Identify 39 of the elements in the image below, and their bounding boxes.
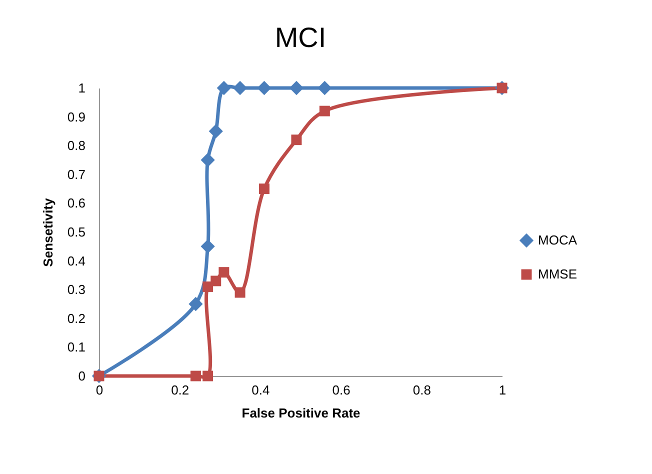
point [319,106,330,116]
point [318,80,332,96]
x-tick-label: 0.4 [252,382,270,398]
point [258,184,270,194]
chart-title: MCI [274,22,326,53]
point [202,370,214,382]
x-tick-label: 0.6 [332,382,350,398]
point [218,267,230,278]
y-tick-label: 0.1 [67,340,86,355]
point [289,80,304,96]
point [216,80,231,96]
point [190,370,201,382]
point [188,296,203,312]
x-tick-label: 0.8 [412,382,431,398]
y-tick-label: 0.6 [67,196,86,211]
y-tick-label: 0.3 [67,282,86,298]
x-tick-label: 1 [498,382,506,398]
point [200,239,215,254]
point [291,134,302,146]
legend-label: MMSE [538,266,578,282]
point [234,287,246,298]
point [210,276,222,286]
y-axis-title: Sensetivity [40,197,56,267]
y-tick-label: 0.5 [67,224,86,240]
point [232,80,248,96]
legend-label: MOCA [538,232,578,248]
x-axis-title: False Positive Rate [242,406,360,420]
y-tick-label: 0.2 [67,310,86,326]
y-tick-label: 0 [78,368,86,384]
point [257,80,272,96]
y-tick-label: 1 [78,80,86,96]
point [200,152,215,168]
point [208,124,223,138]
y-tick-label: 0.7 [67,166,86,182]
x-tick-label: 0.2 [171,382,190,398]
x-tick-label: 0 [96,382,104,398]
y-tick-label: 0.9 [67,109,86,124]
y-tick-label: 0.8 [67,138,86,154]
y-tick-label: 0.4 [67,253,86,268]
